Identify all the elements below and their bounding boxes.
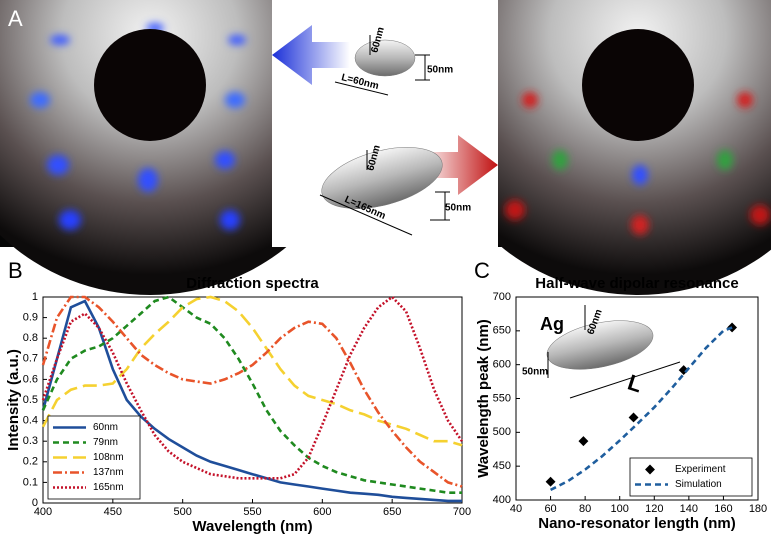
chart-title: Diffraction spectra [186,275,319,292]
small-nanoparticle [354,39,416,77]
data-point [545,476,556,487]
y-tick-label: 0.7 [23,353,38,365]
x-tick-label: 160 [714,503,732,515]
x-tick-label: 600 [313,506,331,518]
x-axis-label: Wavelength (nm) [192,518,312,535]
x-tick-label: 650 [383,506,401,518]
inset-nanoparticle: Ag 60nm 50nm L [522,305,681,399]
legend-label: 108nm [93,452,124,463]
y-axis-label: Intensity (a.u.) [5,349,22,451]
y-tick-label: 0.9 [23,312,38,324]
chart-title: Half-wave dipolar resonance [535,275,738,292]
y-tick-label: 550 [493,392,511,404]
panel-label: B [8,258,23,283]
y-tick-label: 0 [32,497,38,509]
y-tick-label: 0.1 [23,476,38,488]
x-tick-label: 180 [749,503,767,515]
annotation: 50nm [427,65,453,76]
y-tick-label: 0.6 [23,373,38,385]
legend-box [47,415,141,500]
y-tick-label: 650 [493,325,511,337]
y-tick-label: 0.2 [23,456,38,468]
left-diffraction-image [0,0,360,295]
data-point [578,436,589,447]
x-tick-label: 60 [544,503,556,515]
red-arrow [420,135,498,195]
x-tick-label: 500 [173,506,191,518]
y-tick-label: 450 [493,460,511,472]
x-axis-label: Nano-resonator length (nm) [538,515,736,532]
series-line [41,299,462,503]
series-line [41,295,462,494]
series-line [41,295,464,480]
y-tick-label: 500 [493,426,511,438]
inset-annotation: L [625,370,646,398]
y-tick-label: 0.3 [23,435,38,447]
x-tick-label: 550 [243,506,261,518]
x-tick-label: 450 [104,506,122,518]
legend-label: 60nm [93,422,118,433]
x-tick-label: 700 [453,506,471,518]
legend-box [629,457,753,497]
series-line [550,326,733,492]
legend-label: 165nm [93,482,124,493]
middle-illustration: 60nm 50nm L=60nm 60nm 50nm L=165nm [272,0,498,247]
y-tick-label: 0.4 [23,415,38,427]
inset-annotation: 50nm [522,367,548,378]
annotation: 50nm [445,203,471,214]
y-tick-label: 400 [493,494,511,506]
panel-label: A [8,6,23,31]
y-axis-label: Wavelength peak (nm) [475,319,492,478]
large-nanoparticle [321,147,443,209]
x-tick-label: 120 [645,503,663,515]
x-tick-label: 40 [510,503,522,515]
x-tick-label: 100 [611,503,629,515]
panel-label: C [474,258,490,283]
series-line [41,295,463,447]
legend-label: 137nm [93,467,124,478]
legend-label: 79nm [93,437,118,448]
y-tick-label: 600 [493,359,511,371]
legend-marker [645,464,655,475]
x-tick-label: 400 [34,506,52,518]
y-tick-label: 0.5 [23,394,38,406]
y-tick-label: 1 [32,291,38,303]
x-tick-label: 140 [680,503,698,515]
right-diffraction-image [428,0,771,295]
blue-arrow [272,25,350,85]
legend-label: Simulation [675,479,722,490]
series-line [41,295,463,488]
y-tick-label: 700 [493,291,511,303]
data-point [628,412,639,423]
x-tick-label: 80 [579,503,591,515]
inset-annotation: Ag [540,314,564,334]
y-tick-label: 0.8 [23,332,38,344]
legend-label: Experiment [675,464,726,475]
